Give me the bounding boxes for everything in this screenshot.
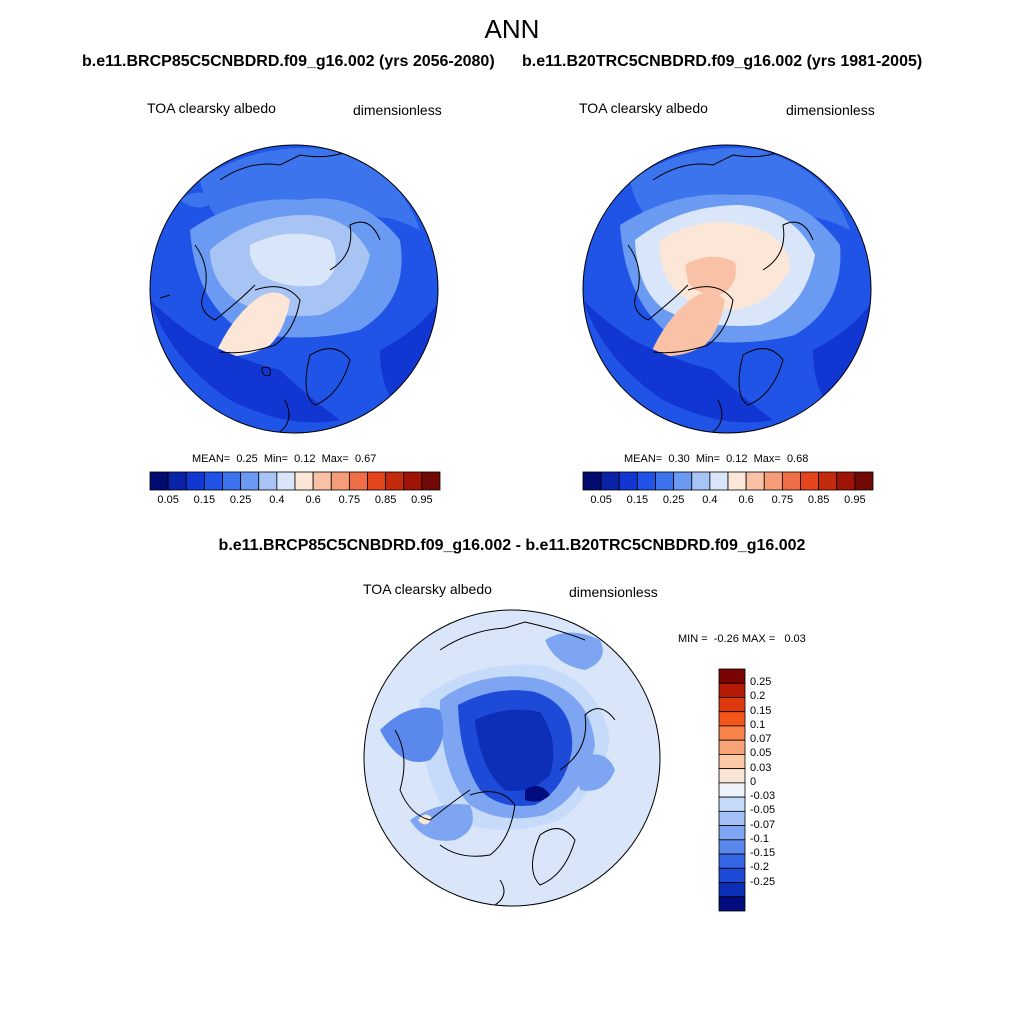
colorbar-cell xyxy=(718,867,746,883)
colorbar-tick-label: -0.25 xyxy=(750,875,776,888)
colorbar-cell xyxy=(718,853,746,869)
colorbar-cell xyxy=(718,768,746,784)
colorbar-tick-label: 0.25 xyxy=(662,494,685,506)
diff-stats: MIN = -0.26 MAX = 0.03 xyxy=(678,633,806,645)
diff-colorbar xyxy=(718,668,746,912)
colorbar-tick-label: 0.75 xyxy=(771,494,794,506)
colorbar-cell xyxy=(718,668,746,684)
colorbar-tick-label: -0.2 xyxy=(750,861,769,874)
panel2-colorbar-ticks: 0.05 0.15 0.25 0.4 0.6 0.75 0.85 0.95 xyxy=(583,494,873,508)
colorbar-cell xyxy=(718,697,746,713)
colorbar-cell xyxy=(718,839,746,855)
greenland-ice xyxy=(215,292,290,357)
colorbar-tick-label: 0.15 xyxy=(193,494,216,506)
colorbar-tick-label: -0.03 xyxy=(750,790,776,803)
colorbar-cell xyxy=(718,682,746,698)
colorbar-tick-label: 0.07 xyxy=(750,733,772,746)
figure-title: ANN xyxy=(484,14,540,44)
colorbar-tick-label: 0.4 xyxy=(702,494,718,506)
panel1-colorbar-ticks: 0.05 0.15 0.25 0.4 0.6 0.75 0.85 0.95 xyxy=(150,494,440,508)
colorbar-tick-label: -0.05 xyxy=(750,804,776,817)
colorbar-cell xyxy=(421,471,441,491)
colorbar-tick-label: 0.03 xyxy=(750,761,772,774)
panel1-var-label: TOA clearsky albedo xyxy=(147,100,276,116)
colorbar-tick-label: 0.1 xyxy=(750,718,766,731)
colorbar-tick-label: 0.6 xyxy=(305,494,321,506)
colorbar-tick-label: 0.05 xyxy=(590,494,612,506)
diff-case-title: b.e11.BRCP85C5CNBDRD.f09_g16.002 - b.e11… xyxy=(218,537,806,554)
colorbar-tick-label: 0.15 xyxy=(626,494,649,506)
diff-units: dimensionless xyxy=(569,584,658,600)
panel2-units: dimensionless xyxy=(786,102,875,118)
colorbar-cell xyxy=(718,754,746,770)
colorbar-cell xyxy=(854,471,874,491)
panel1-units: dimensionless xyxy=(353,102,442,118)
colorbar-tick-label: -0.1 xyxy=(750,832,769,845)
colorbar-tick-label: 0.25 xyxy=(750,676,772,689)
colorbar-tick-label: 0.75 xyxy=(338,494,361,506)
colorbar-cell xyxy=(718,739,746,755)
diff-colorbar-ticks: 0.25 0.2 0.15 0.1 0.07 0.05 0.03 0 -0.03 -0.05 -0.… xyxy=(750,669,790,911)
colorbar-tick-label: 0 xyxy=(750,775,757,788)
diff-var-label: TOA clearsky albedo xyxy=(363,581,492,597)
colorbar-tick-label: -0.15 xyxy=(750,847,776,860)
colorbar-tick-label: 0.6 xyxy=(738,494,754,506)
panel1-case-title: b.e11.BRCP85C5CNBDRD.f09_g16.002 (yrs 20… xyxy=(82,53,495,70)
colorbar-cell xyxy=(718,725,746,741)
greenland-ice xyxy=(650,292,725,357)
colorbar-tick-label: 0.25 xyxy=(229,494,252,506)
colorbar-cell xyxy=(718,796,746,812)
colorbar-tick-label: 0.85 xyxy=(807,494,830,506)
colorbar-tick-label: 0.05 xyxy=(750,747,772,760)
panel2-case-title: b.e11.B20TRC5CNBDRD.f09_g16.002 (yrs 198… xyxy=(522,53,923,70)
colorbar-cell xyxy=(718,882,746,898)
colorbar-cell xyxy=(718,782,746,798)
colorbar-tick-label: 0.95 xyxy=(844,494,866,506)
colorbar-tick-label: 0.05 xyxy=(157,494,179,506)
colorbar-tick-label: 0.95 xyxy=(411,494,433,506)
colorbar-tick-label: -0.07 xyxy=(750,818,776,831)
colorbar-cell xyxy=(718,810,746,826)
panel1-stats: MEAN= 0.25 Min= 0.12 Max= 0.67 xyxy=(192,453,377,465)
colorbar-tick-label: 0.85 xyxy=(374,494,397,506)
panel2-var-label: TOA clearsky albedo xyxy=(579,100,708,116)
colorbar-cell xyxy=(718,711,746,727)
colorbar-cell xyxy=(718,825,746,841)
colorbar-tick-label: 0.2 xyxy=(750,690,766,703)
panel1-colorbar xyxy=(149,471,441,491)
panel2-stats: MEAN= 0.30 Min= 0.12 Max= 0.68 xyxy=(624,453,809,465)
colorbar-tick-label: 0.4 xyxy=(269,494,285,506)
colorbar-tick-label: 0.15 xyxy=(750,704,772,717)
colorbar-cell xyxy=(718,896,746,912)
panel2-colorbar xyxy=(582,471,874,491)
